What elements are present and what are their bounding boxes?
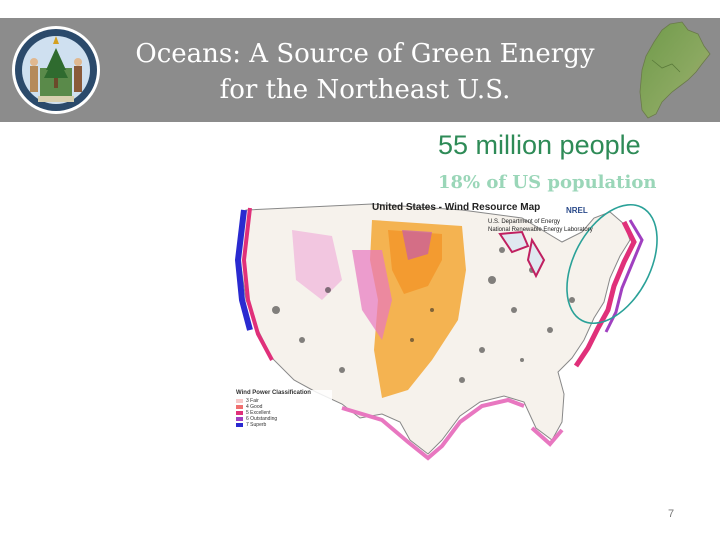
title-line-1: Oceans: A Source of Green Energy [135,39,595,69]
legend-swatch [236,411,243,415]
maine-map-icon [639,21,711,119]
legend-row: 4 Good [236,404,332,410]
legend-swatch [236,405,243,409]
legend-swatch [236,423,243,427]
map-organization: U.S. Department of Energy National Renew… [488,218,593,234]
legend-row: 7 Superb [236,422,332,428]
legend-swatch [236,399,243,403]
page-number: 7 [668,508,675,520]
legend-row: 5 Excellent [236,410,332,416]
legend-title: Wind Power Classification [236,390,311,396]
wind-resource-map [234,203,658,461]
legend-label: 4 Good [246,404,263,410]
maine-seal-icon [12,26,100,114]
legend-label: 7 Superb [246,422,267,428]
legend-label: 5 Excellent [246,410,271,416]
org-line-1: U.S. Department of Energy [488,219,561,225]
map-title: United States - Wind Resource Map [372,202,541,213]
nrel-logo: NREL [566,206,588,215]
org-line-2: National Renewable Energy Laboratory [488,227,593,233]
slide-title: Oceans: A Source of Green Energy for the… [110,36,620,108]
legend-label: 3 Fair [246,398,259,404]
legend-swatch [236,417,243,421]
population-percent: 18% of US population [438,172,657,193]
title-banner [0,18,720,122]
legend-row: 3 Fair [236,398,332,404]
wind-legend: Wind Power Classification 3 Fair 4 Good … [236,390,332,456]
title-line-2: for the Northeast U.S. [219,75,511,105]
population-stat: 55 million people [438,130,641,160]
legend-row: 6 Outstanding [236,416,332,422]
legend-label: 6 Outstanding [246,416,278,422]
